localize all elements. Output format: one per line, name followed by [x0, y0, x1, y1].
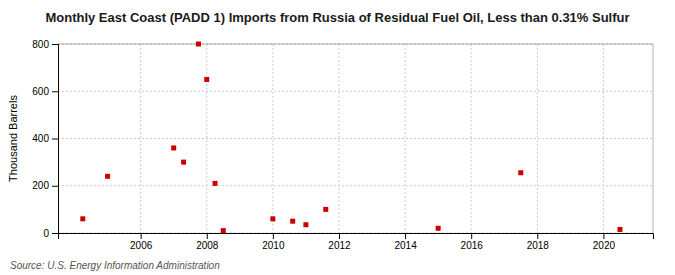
chart: 2006 2008 2010 2012 2014 2016 2018 2020 0 200 400 6… [0, 0, 675, 275]
point [270, 216, 275, 221]
grid-line-x [537, 44, 538, 233]
tick-label: 400 [32, 133, 49, 144]
tick: 600 [32, 86, 58, 97]
point [80, 216, 85, 221]
tick-label: 600 [32, 86, 49, 97]
point [518, 170, 523, 175]
tick-mark [52, 44, 58, 45]
point [617, 227, 622, 232]
tick-mark [537, 233, 538, 239]
point [213, 181, 218, 186]
tick-label: 2010 [262, 240, 285, 251]
tick: 2016 [461, 233, 484, 251]
point [181, 160, 186, 165]
point [303, 222, 308, 227]
grid-line-y [58, 185, 653, 186]
tick-label: 2008 [196, 240, 219, 251]
tick: 2018 [527, 233, 550, 251]
point [204, 77, 209, 82]
tick-mark [52, 139, 58, 140]
tick-label: 2020 [593, 240, 616, 251]
tick-mark [471, 233, 472, 239]
tick-mark [207, 233, 208, 239]
tick-mark [273, 233, 274, 239]
points [80, 42, 622, 234]
tick-label: 200 [32, 180, 49, 191]
point [436, 226, 441, 231]
tick-label: 2012 [328, 240, 351, 251]
point [171, 145, 176, 150]
point [290, 219, 295, 224]
tick: 400 [32, 133, 58, 144]
title: Monthly East Coast (PADD 1) Imports from… [45, 10, 629, 25]
tick: 0 [43, 228, 58, 239]
point [196, 42, 201, 47]
tick-mark [405, 233, 406, 239]
grid-line-x [272, 44, 273, 233]
grid [58, 44, 653, 233]
x-axis: 2006 2008 2010 2012 2014 2016 2018 2020 [59, 233, 654, 251]
point [323, 207, 328, 212]
tick: 2010 [262, 233, 285, 251]
tick-label: 2016 [461, 240, 484, 251]
source: Source: U.S. Energy Information Administ… [10, 260, 220, 271]
tick: 2020 [593, 233, 616, 251]
tick: 2012 [328, 233, 351, 251]
tick-mark [339, 233, 340, 239]
frame-top [58, 44, 653, 45]
tick: 200 [32, 180, 58, 191]
frame-right [653, 44, 654, 233]
grid-line-y [58, 138, 653, 139]
tick-mark [603, 233, 604, 239]
tick-mark [52, 186, 58, 187]
y-axis-title: Thousand Barrels [7, 95, 19, 182]
tick-label: 800 [32, 39, 49, 50]
tick-mark [52, 91, 58, 92]
tick: 800 [32, 39, 58, 50]
tick-mark [52, 233, 58, 234]
tick: 2008 [196, 233, 219, 251]
y-axis: 0 200 400 600 800 [32, 39, 58, 239]
plot-area: 2006 2008 2010 2012 2014 2016 2018 2020 0 200 400 6… [32, 39, 653, 251]
point [105, 174, 110, 179]
grid-line-y [58, 44, 653, 45]
tick-label: 2018 [527, 240, 550, 251]
axis-line [52, 45, 59, 234]
point [221, 228, 226, 233]
tick-label: 0 [43, 228, 49, 239]
grid-line-x [140, 44, 141, 233]
tick-mark [141, 233, 142, 239]
tick-label: 2014 [394, 240, 417, 251]
tick: 2014 [394, 233, 417, 251]
grid-line-y [58, 91, 653, 92]
grid-line-x [405, 44, 406, 233]
tick: 2006 [130, 233, 153, 251]
axis-line [59, 234, 654, 240]
tick-label: 2006 [130, 240, 153, 251]
